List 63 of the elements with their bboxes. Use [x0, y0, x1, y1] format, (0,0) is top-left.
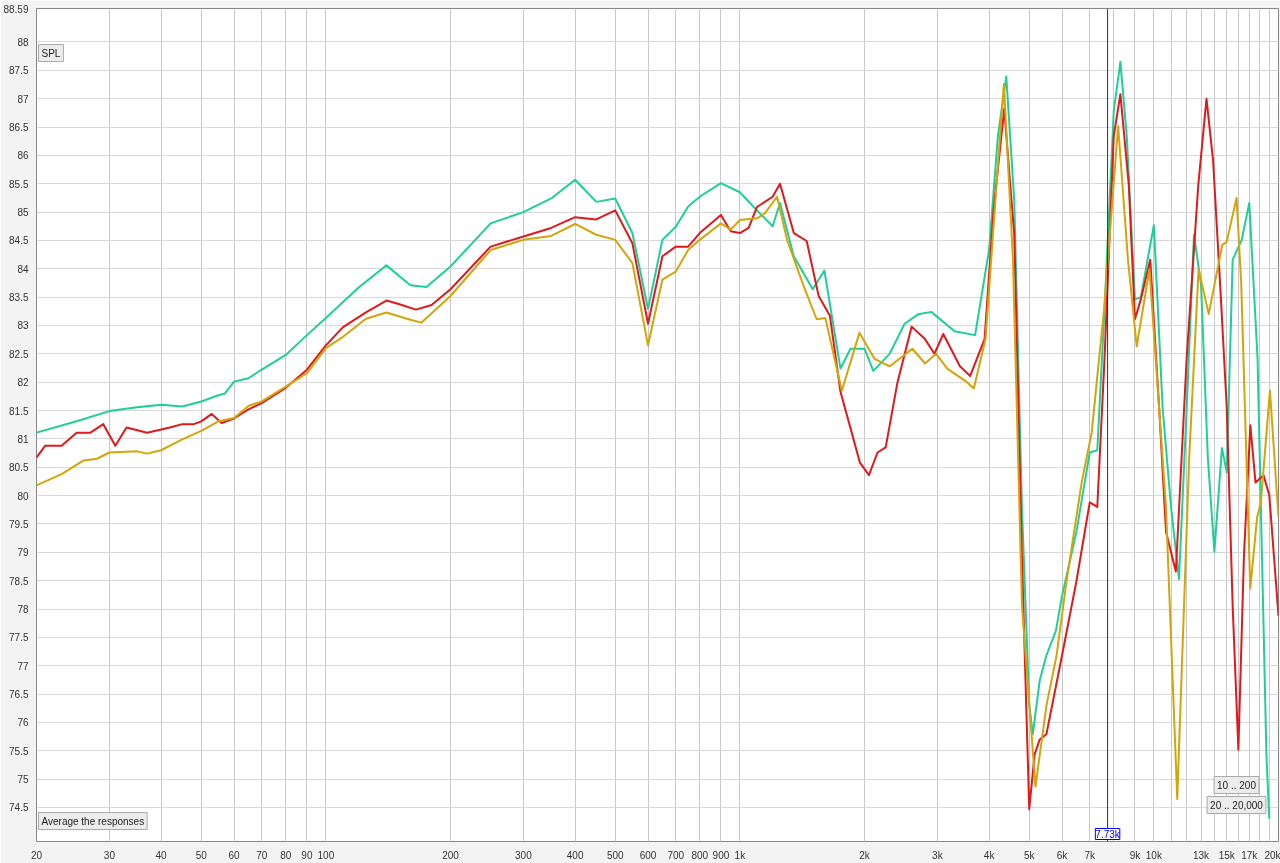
x-tick-label: 100: [317, 849, 335, 861]
y-tick-label: 88.59: [3, 3, 29, 15]
y-tick-label: 81.5: [9, 405, 29, 417]
y-tick-label: 74.5: [9, 802, 29, 814]
x-tick-label: 80: [280, 849, 292, 861]
y-tick-label: 86.5: [9, 122, 29, 134]
x-tick-label: 17k: [1241, 849, 1259, 861]
annotation: Average the responses: [41, 815, 145, 827]
y-tick-label: 76.5: [9, 689, 29, 701]
x-tick-label: 15k: [1218, 849, 1236, 861]
x-tick-label: 90: [301, 849, 313, 861]
x-tick-label: 400: [566, 849, 584, 861]
y-tick-label: 82: [17, 377, 29, 389]
y-tick-label: 78: [17, 604, 29, 616]
annotation: 10 .. 200: [1217, 779, 1257, 791]
y-tick-label: 84: [17, 263, 29, 275]
x-tick-label: 4k: [983, 849, 996, 861]
y-tick-label: 83.5: [9, 292, 29, 304]
x-tick-label: 200: [442, 849, 460, 861]
x-tick-label: 6k: [1056, 849, 1069, 861]
annotation: 20 .. 20,000: [1210, 799, 1264, 811]
x-tick-label: 20k: [1264, 849, 1280, 861]
x-tick-label: 60: [228, 849, 241, 861]
y-tick-label: 85: [17, 207, 29, 219]
x-tick-label: 2k: [859, 849, 871, 861]
y-tick-label: 80.5: [9, 462, 29, 474]
y-tick-label: 88: [17, 36, 29, 48]
x-tick-label: 3k: [932, 849, 944, 861]
y-tick-label: 75.5: [9, 745, 29, 757]
y-tick-label: 83: [17, 320, 29, 332]
x-tick-label: 10k: [1145, 849, 1163, 861]
x-tick-label: 9k: [1129, 849, 1142, 861]
x-tick-label: 30: [103, 849, 116, 861]
x-tick-label: 300: [515, 849, 533, 861]
x-tick-label: 500: [606, 849, 625, 861]
x-tick-label: 20: [30, 849, 43, 861]
y-tick-label: 79: [17, 547, 29, 559]
y-tick-label: 87.5: [9, 65, 29, 77]
x-tick-label: 40: [155, 849, 168, 861]
y-tick-label: 76: [17, 717, 29, 729]
y-tick-label: 80: [17, 490, 29, 502]
x-tick-label: 70: [256, 849, 268, 861]
y-tick-label: 86: [17, 150, 29, 162]
y-tick-label: 77.5: [9, 632, 29, 644]
x-tick-label: 900: [712, 849, 730, 861]
x-tick-label: 7k: [1084, 849, 1097, 861]
x-tick-label: 700: [667, 849, 685, 861]
y-tick-label: 77: [17, 660, 29, 672]
x-tick-label: 13k: [1192, 849, 1211, 861]
y-tick-label: 78.5: [9, 575, 29, 587]
x-tick-label: 1k: [734, 849, 747, 861]
y-tick-label: 75: [17, 774, 29, 786]
y-tick-label: 81: [17, 433, 29, 445]
x-tick-label: 800: [691, 849, 709, 861]
y-tick-label: 85.5: [9, 178, 29, 190]
y-tick-label: 84.5: [9, 235, 29, 247]
x-tick-label: 50: [195, 849, 208, 861]
x-tick-label: 5k: [1023, 849, 1036, 861]
y-tick-label: 87: [17, 93, 29, 105]
annotation: SPL: [41, 47, 61, 59]
x-tick-label: 600: [639, 849, 657, 861]
y-tick-label: 79.5: [9, 518, 29, 530]
y-tick-label: 82.5: [9, 348, 29, 360]
